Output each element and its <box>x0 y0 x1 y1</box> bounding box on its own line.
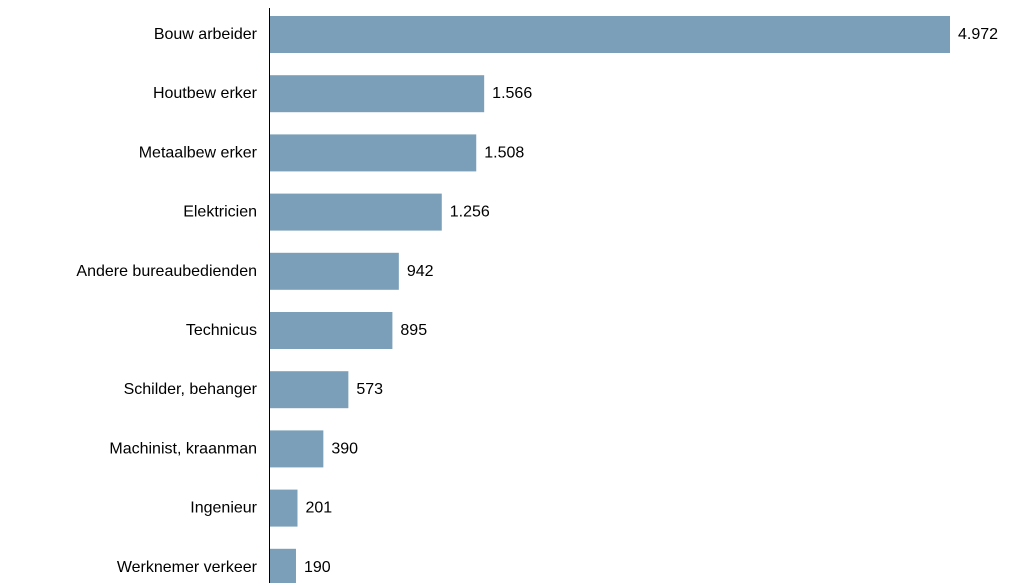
bar <box>270 16 950 53</box>
value-label: 190 <box>304 559 331 576</box>
value-label: 1.256 <box>450 204 490 221</box>
value-label: 390 <box>331 440 358 457</box>
category-label: Houtbew erker <box>153 85 258 102</box>
category-label: Technicus <box>186 322 257 339</box>
category-label: Andere bureaubedienden <box>76 263 257 280</box>
bar <box>270 489 298 527</box>
category-label: Schilder, behanger <box>124 381 258 398</box>
value-label: 573 <box>356 381 383 398</box>
bar <box>270 430 324 468</box>
value-label: 201 <box>305 500 332 517</box>
bar <box>270 312 393 349</box>
value-label: 4.972 <box>958 26 998 43</box>
category-label: Elektricien <box>183 204 257 221</box>
category-label: Werknemer verkeer <box>117 559 258 576</box>
value-label: 895 <box>400 322 427 339</box>
value-labels-layer: 4.972 1.566 1.508 1.256 942 895 573 390 201 190 <box>304 26 998 576</box>
bars-layer <box>270 16 950 586</box>
bar <box>270 193 442 231</box>
bar <box>270 134 477 172</box>
bar <box>270 252 399 290</box>
value-label: 1.566 <box>492 85 532 102</box>
category-labels-layer: Bouw arbeider Houtbew erker Metaalbew erke… <box>76 26 257 576</box>
category-label: Ingenieur <box>190 500 257 517</box>
bar <box>270 548 296 586</box>
value-label: 942 <box>407 263 434 280</box>
value-label: 1.508 <box>484 144 524 161</box>
bar <box>270 75 485 113</box>
category-label: Metaalbew erker <box>139 144 258 161</box>
category-label: Machinist, kraanman <box>109 440 257 457</box>
category-label: Bouw arbeider <box>154 26 258 43</box>
bar <box>270 371 349 409</box>
